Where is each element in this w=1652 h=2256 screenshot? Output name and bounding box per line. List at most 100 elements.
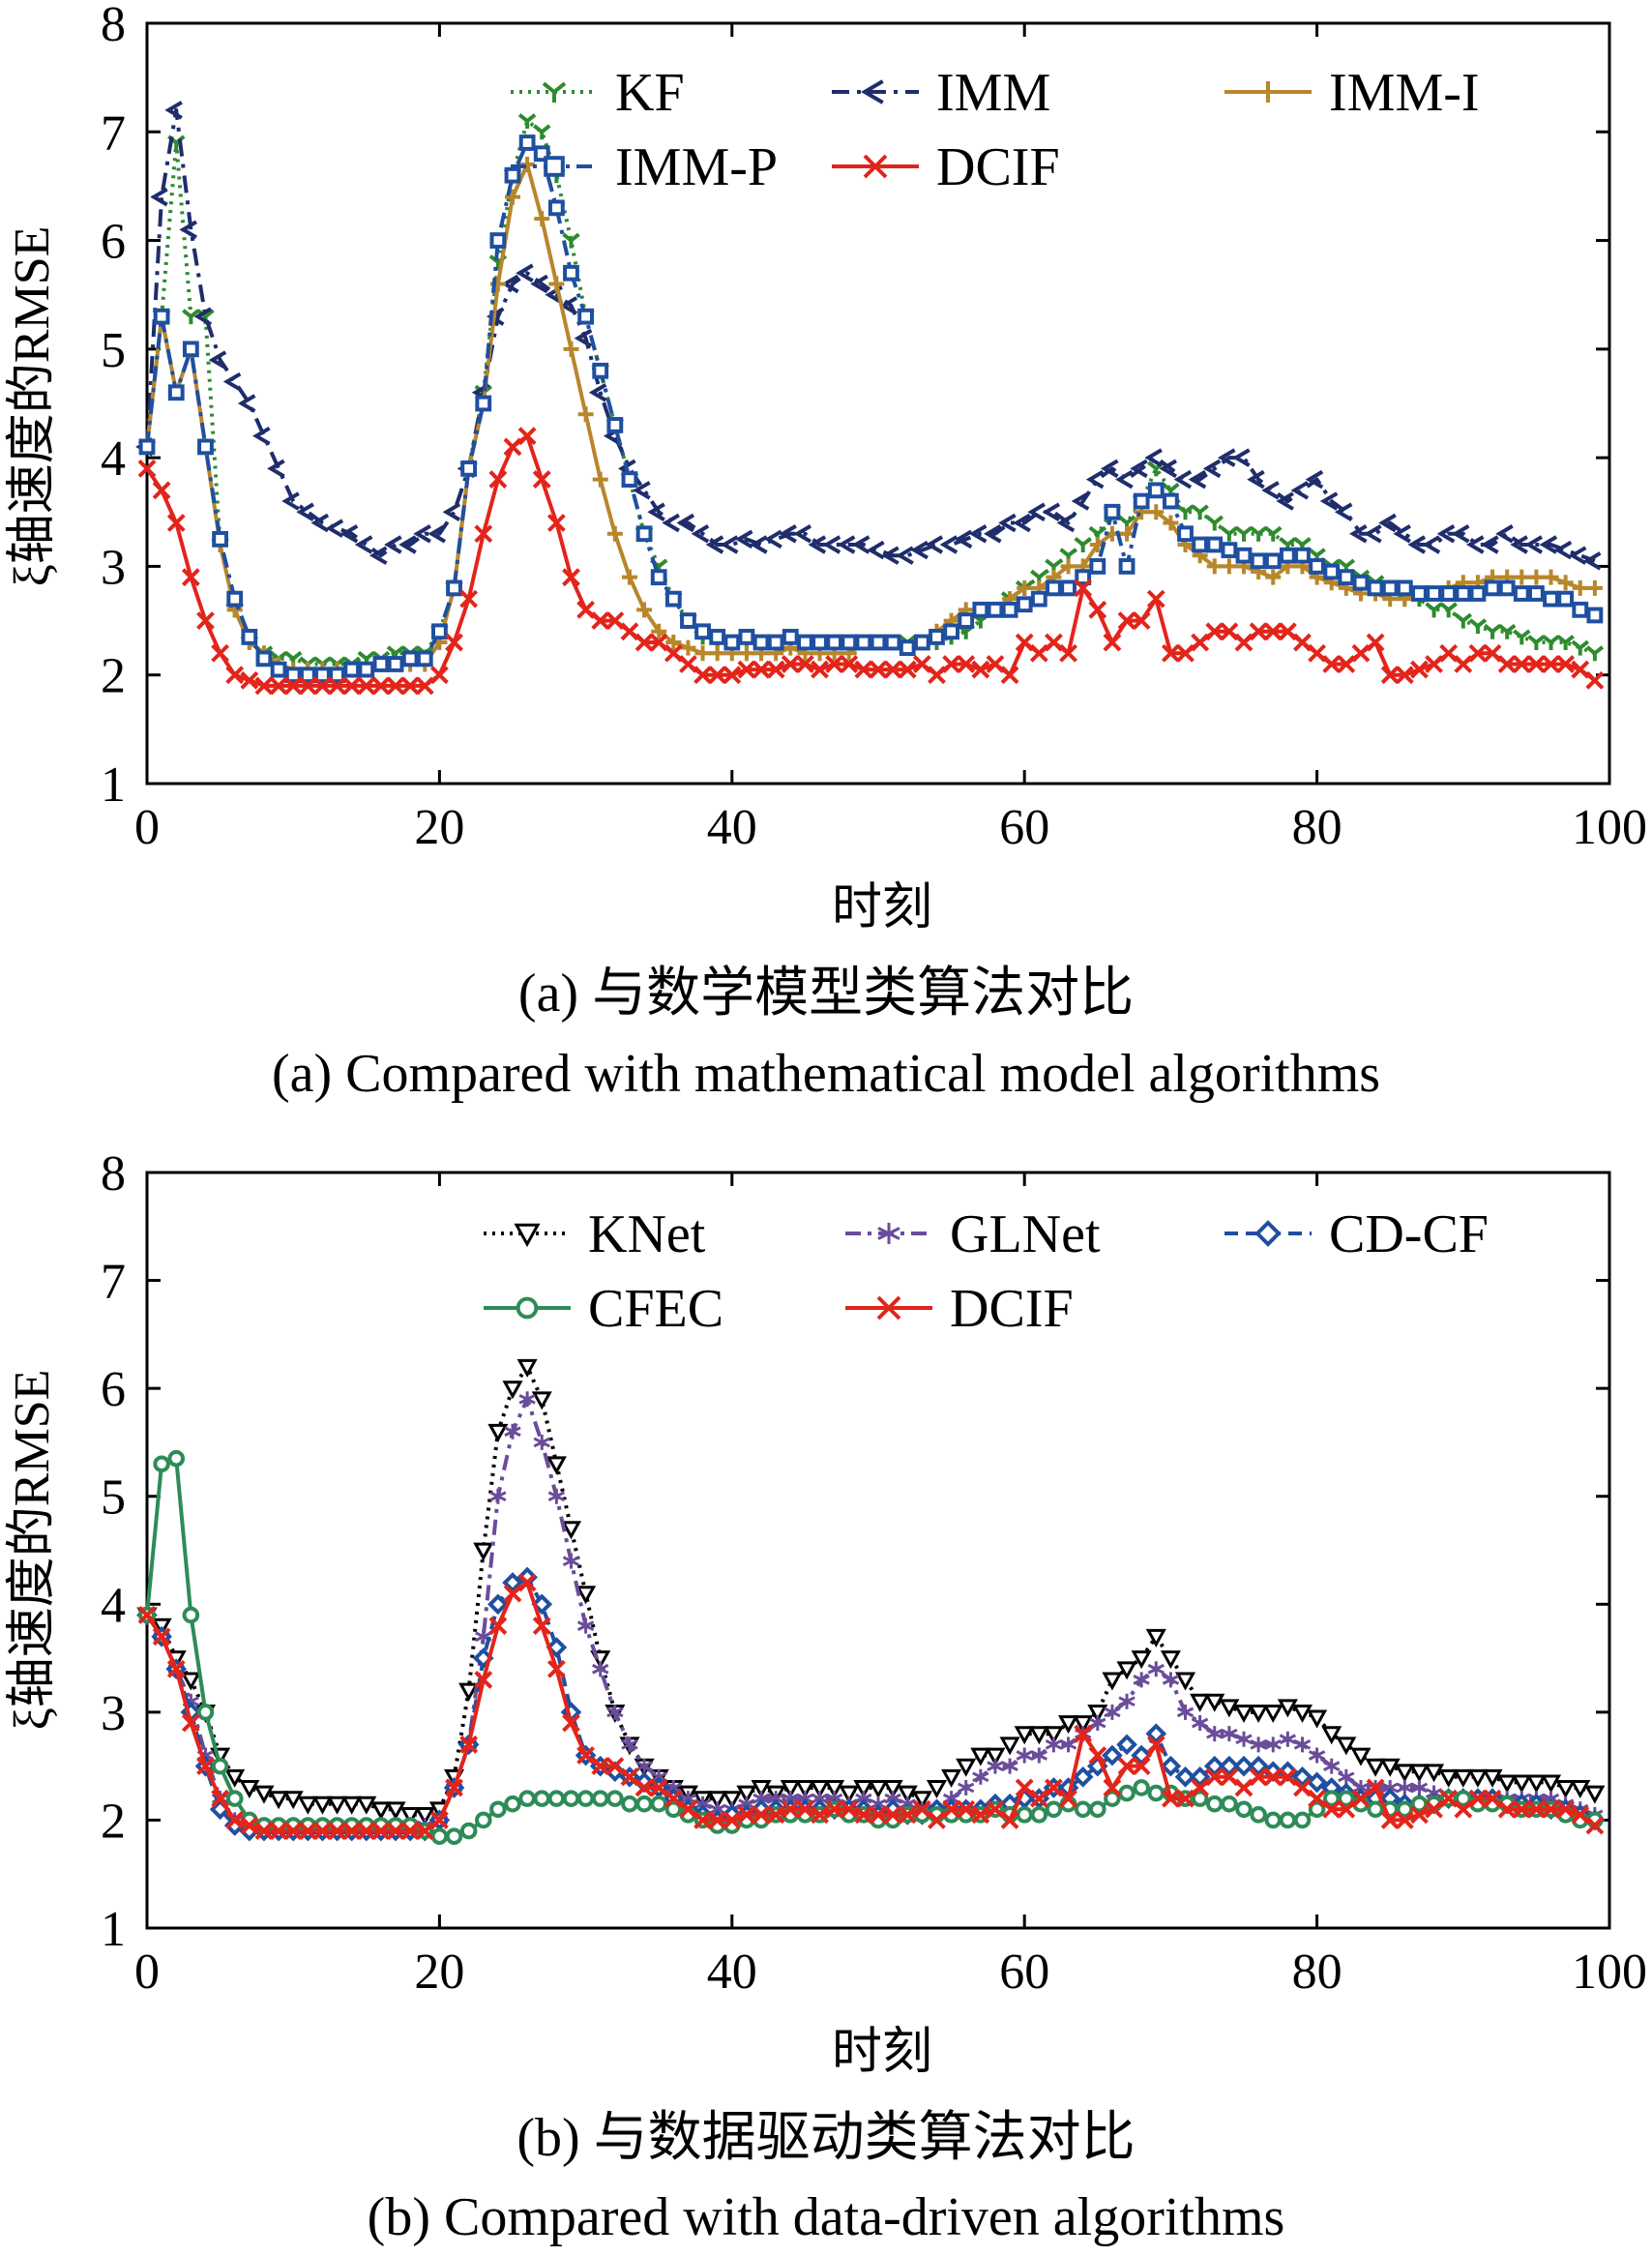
data-point [1248, 1704, 1269, 1723]
data-point [928, 666, 946, 685]
x-tick-label: 0 [134, 800, 160, 855]
data-point [299, 667, 316, 684]
data-point [795, 655, 814, 673]
y-tick-label: 7 [101, 1255, 126, 1310]
data-point [797, 634, 813, 651]
data-point [1454, 612, 1473, 629]
legend-entry: IMM [832, 63, 1050, 123]
data-point [1163, 515, 1179, 531]
data-point [676, 513, 695, 533]
data-point [297, 1796, 318, 1815]
data-point [779, 524, 797, 544]
data-point [1322, 655, 1342, 673]
data-point [723, 1811, 742, 1829]
data-point [459, 1822, 478, 1840]
data-point [1555, 1780, 1577, 1799]
data-point [1440, 585, 1458, 602]
data-point [474, 1670, 493, 1689]
data-point [399, 1806, 421, 1826]
data-point [824, 1780, 845, 1799]
data-point [912, 655, 931, 673]
data-point [182, 309, 200, 325]
data-point [592, 471, 608, 488]
data-point [562, 232, 580, 249]
data-point [679, 655, 697, 673]
data-point [853, 1780, 874, 1799]
data-point [809, 1780, 831, 1799]
data-point [1279, 547, 1296, 564]
data-point [546, 1637, 568, 1658]
data-point [269, 1822, 288, 1841]
data-point [182, 341, 199, 358]
data-point [1163, 492, 1179, 510]
x-tick-label: 0 [134, 1944, 160, 2000]
data-point [1071, 491, 1090, 511]
data-point [1481, 535, 1499, 554]
data-point [1191, 1715, 1209, 1732]
data-point [1367, 579, 1384, 597]
data-point [635, 1758, 653, 1774]
data-point [180, 1672, 201, 1691]
data-point [1511, 1774, 1532, 1794]
data-point [533, 1434, 550, 1450]
data-point [211, 643, 230, 663]
data-point [752, 1805, 771, 1825]
data-point [1161, 1789, 1180, 1808]
data-point [1161, 643, 1180, 663]
data-point [911, 1791, 932, 1810]
data-point [1177, 525, 1194, 543]
data-point [1513, 629, 1531, 645]
legend-label: CD-CF [1329, 1204, 1489, 1264]
data-point [339, 524, 359, 544]
data-point [1176, 1789, 1195, 1808]
data-point [882, 1780, 903, 1799]
data-point [341, 1796, 363, 1815]
data-point [1074, 1724, 1093, 1743]
data-point [1557, 590, 1575, 608]
data-point [1319, 491, 1339, 511]
data-point [664, 643, 683, 663]
data-point [1426, 585, 1442, 602]
data-point [1220, 1767, 1239, 1787]
legend-entry: CD-CF [1224, 1204, 1489, 1264]
data-point [1422, 535, 1441, 554]
data-point [708, 666, 727, 685]
data-point [734, 529, 753, 549]
data-point [240, 670, 259, 690]
data-point [1221, 1795, 1238, 1813]
data-point [166, 1659, 186, 1678]
data-point [254, 1822, 274, 1841]
data-point [1145, 1723, 1167, 1744]
data-point [898, 1805, 917, 1825]
data-point [505, 189, 520, 205]
data-point [822, 535, 841, 554]
data-point [1016, 1747, 1033, 1764]
data-point [314, 667, 331, 684]
data-point [284, 667, 302, 684]
data-point [1118, 1693, 1136, 1709]
legend-label: CFEC [588, 1279, 723, 1339]
data-point [1528, 585, 1545, 602]
data-point [1015, 1778, 1034, 1797]
data-point [1234, 633, 1254, 652]
data-point [606, 1790, 624, 1807]
data-point [519, 156, 536, 172]
data-point [854, 1805, 873, 1825]
data-point [1556, 1799, 1576, 1819]
data-point [1176, 504, 1195, 520]
data-point [1483, 623, 1502, 639]
data-point [1352, 574, 1370, 591]
data-point [153, 308, 170, 325]
data-point [591, 611, 610, 630]
data-point [1234, 1778, 1254, 1797]
data-point [1234, 525, 1254, 542]
data-point [1496, 1774, 1518, 1794]
data-point [1205, 1767, 1224, 1787]
data-point [1247, 469, 1265, 490]
data-point [487, 1593, 509, 1616]
data-point [562, 1790, 580, 1807]
data-point [1307, 1709, 1328, 1729]
data-point [837, 535, 856, 554]
data-point [208, 350, 227, 370]
data-point [416, 650, 433, 668]
